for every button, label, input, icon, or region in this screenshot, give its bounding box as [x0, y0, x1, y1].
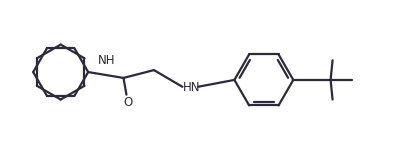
- Text: O: O: [124, 96, 133, 109]
- Text: NH: NH: [98, 54, 115, 67]
- Text: HN: HN: [183, 81, 200, 94]
